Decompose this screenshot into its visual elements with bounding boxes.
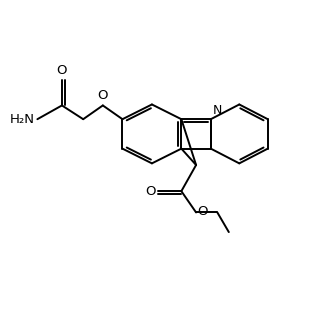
Text: H₂N: H₂N xyxy=(10,113,35,126)
Text: O: O xyxy=(97,89,108,102)
Text: O: O xyxy=(145,185,156,198)
Text: O: O xyxy=(57,64,67,77)
Text: O: O xyxy=(198,205,208,218)
Text: N: N xyxy=(213,104,222,116)
